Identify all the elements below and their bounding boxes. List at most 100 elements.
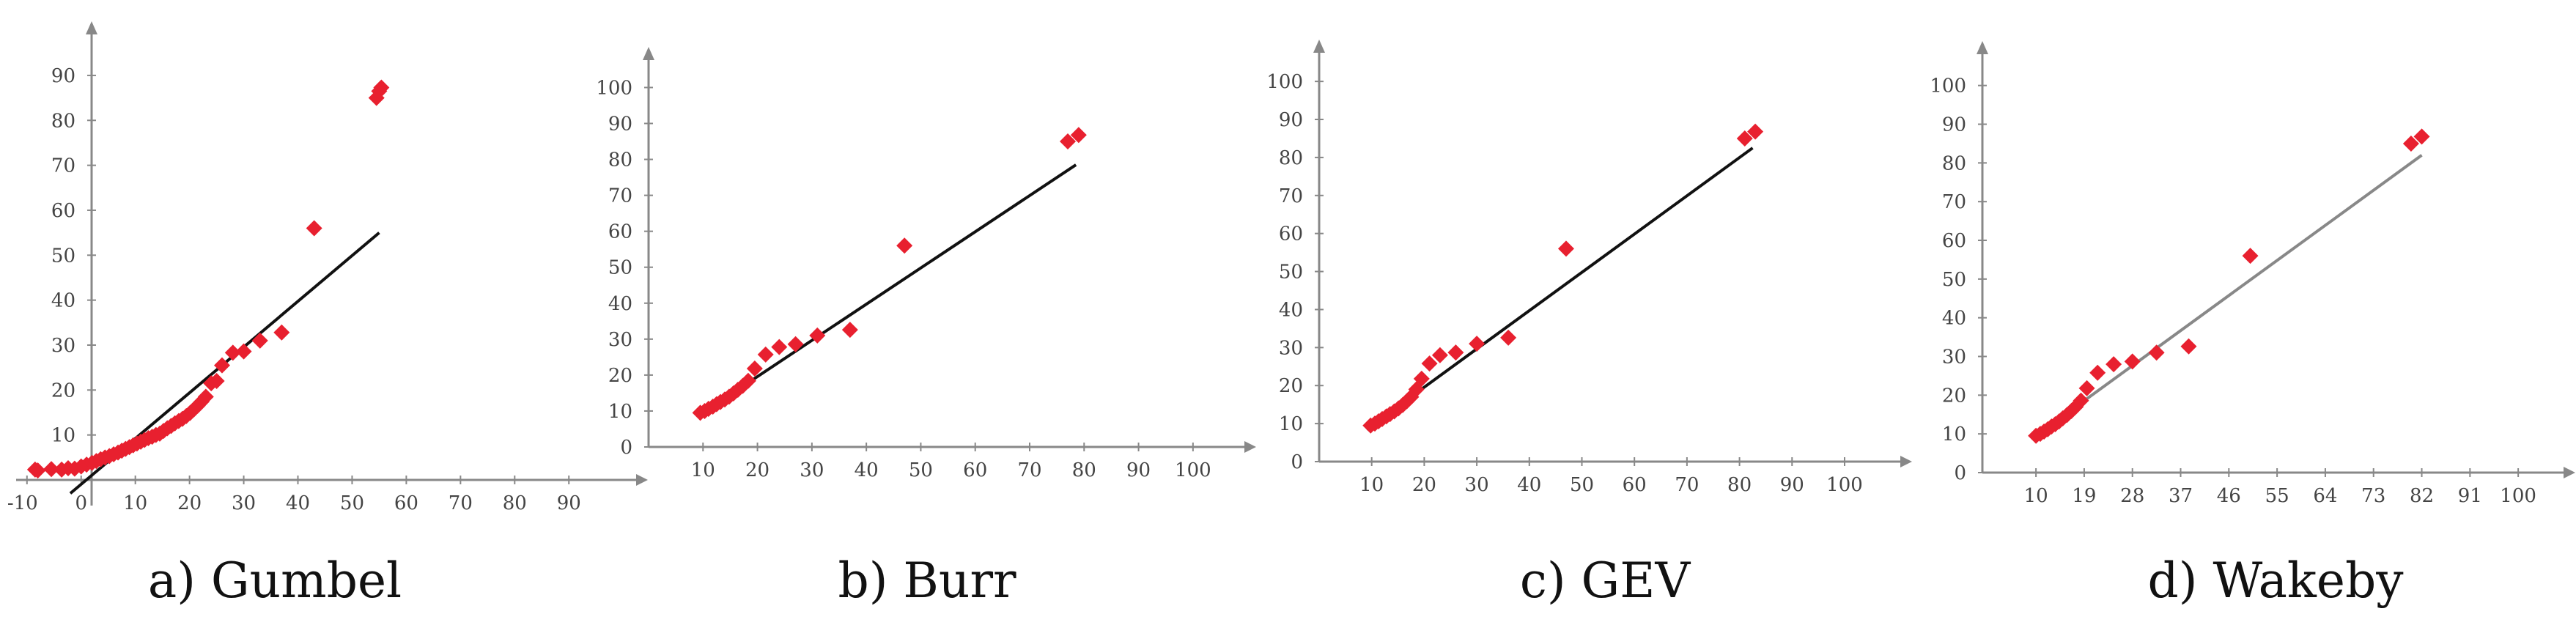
data-point: [841, 322, 858, 339]
x-axis-arrow: [1900, 456, 1912, 467]
data-point: [787, 336, 804, 352]
data-point: [2089, 364, 2106, 381]
x-tick-label: 19: [2072, 485, 2096, 507]
caption-wakeby: d) Wakeby: [2147, 552, 2404, 609]
y-tick-label: 0: [620, 437, 632, 459]
data-point: [1070, 127, 1087, 144]
data-point: [1413, 370, 1430, 387]
x-tick-label: 70: [1017, 459, 1041, 481]
y-tick-label: 90: [1279, 109, 1303, 131]
data-point: [1736, 130, 1753, 147]
y-tick-label: 100: [1930, 75, 1966, 97]
chart-gev: 10 20 30 40 50 60 70 80 90 100 0 10 20 30 40 50 60 70 80 90…: [1266, 40, 1912, 496]
y-tick-label: 0: [1954, 462, 1966, 484]
y-tick-label: 40: [51, 290, 75, 312]
y-tick-label: 90: [608, 113, 632, 135]
x-tick-label: 50: [1570, 474, 1594, 496]
x-tick-label: 70: [449, 492, 473, 514]
y-tick-label: 40: [608, 293, 632, 315]
y-tick-label: 40: [1942, 308, 1966, 330]
y-tick-label: 10: [1942, 424, 1966, 445]
y-tick-label: 100: [1266, 71, 1303, 93]
data-point: [757, 346, 774, 363]
x-tick-label: 30: [800, 459, 824, 481]
y-tick-label: 20: [608, 365, 632, 387]
y-axis-arrow: [86, 21, 97, 34]
x-tick-label: 73: [2361, 485, 2385, 507]
fit-line: [696, 163, 1077, 418]
x-tick-label: 10: [1359, 474, 1384, 496]
data-point: [1421, 355, 1438, 372]
x-tick-label: 50: [340, 492, 364, 514]
x-tick-label: 60: [1623, 474, 1647, 496]
data-point: [213, 357, 230, 374]
x-tick-label: 37: [2169, 485, 2193, 507]
x-tick-label: 60: [394, 492, 418, 514]
data-point: [235, 343, 252, 360]
x-tick-label: 0: [75, 492, 87, 514]
data-point: [2148, 344, 2165, 361]
caption-gumbel: a) Gumbel: [148, 552, 402, 609]
y-tick-label: 70: [1942, 191, 1966, 213]
y-axis-arrow: [1977, 41, 1988, 54]
data-point: [2106, 356, 2122, 373]
x-tick-label: 100: [1826, 474, 1863, 496]
x-tick-label: 100: [2500, 485, 2536, 507]
data-point: [224, 344, 241, 361]
data-point: [746, 360, 763, 377]
y-tick-label: 60: [1279, 223, 1303, 245]
x-tick-label: 80: [503, 492, 527, 514]
data-point: [1431, 347, 1448, 363]
x-tick-label: 30: [232, 492, 256, 514]
y-tick-label: 50: [51, 245, 75, 267]
caption-burr: b) Burr: [838, 552, 1016, 609]
x-tick-label: -10: [7, 492, 38, 514]
y-tick-label: 70: [51, 155, 75, 177]
data-point: [273, 324, 290, 341]
chart-burr: 10 20 30 40 50 60 70 80 90 100 0 10 20 30 40 50 60 70 80 90…: [596, 47, 1256, 481]
fit-line: [2034, 154, 2423, 437]
y-tick-label: 30: [1279, 337, 1303, 359]
x-tick-label: 90: [1780, 474, 1804, 496]
y-tick-label: 0: [1291, 451, 1303, 473]
y-tick-label: 80: [608, 149, 632, 171]
data-point: [2073, 392, 2089, 409]
y-tick-label: 50: [1279, 262, 1303, 284]
x-tick-label: 64: [2313, 485, 2337, 507]
x-tick-label: 10: [123, 492, 147, 514]
data-point: [1500, 329, 1517, 346]
data-point: [251, 332, 268, 349]
x-tick-label: 100: [1175, 459, 1211, 481]
x-tick-label: 40: [286, 492, 310, 514]
data-point: [1060, 133, 1076, 150]
chart-gumbel: -10 0 10 20 30 40 50 60 70 80 90 10 20 30 40 50 60 70 80 90: [7, 21, 648, 514]
x-tick-label: 60: [963, 459, 987, 481]
x-axis-arrow: [1244, 441, 1256, 453]
y-axis-arrow: [1313, 40, 1325, 53]
data-point: [1469, 336, 1486, 352]
y-tick-label: 60: [608, 221, 632, 243]
data-point: [1747, 123, 1764, 140]
data-point: [739, 372, 756, 389]
x-axis-arrow: [636, 474, 648, 486]
data-point: [2078, 380, 2095, 396]
y-tick-label: 20: [51, 380, 75, 402]
data-point: [2242, 248, 2259, 265]
x-tick-label: 10: [691, 459, 715, 481]
y-tick-label: 80: [1942, 152, 1966, 174]
x-tick-label: 46: [2217, 485, 2241, 507]
caption-gev: c) GEV: [1520, 552, 1691, 609]
y-tick-label: 20: [1279, 375, 1303, 397]
x-tick-label: 20: [745, 459, 770, 481]
data-point: [373, 79, 390, 96]
x-tick-label: 70: [1675, 474, 1699, 496]
y-tick-label: 30: [608, 329, 632, 351]
x-tick-label: 91: [2458, 485, 2482, 507]
x-tick-label: 80: [1072, 459, 1096, 481]
x-tick-label: 82: [2410, 485, 2434, 507]
data-point: [1557, 240, 1574, 257]
data-point: [197, 388, 214, 405]
data-point: [1447, 344, 1464, 361]
data-point: [208, 373, 225, 390]
